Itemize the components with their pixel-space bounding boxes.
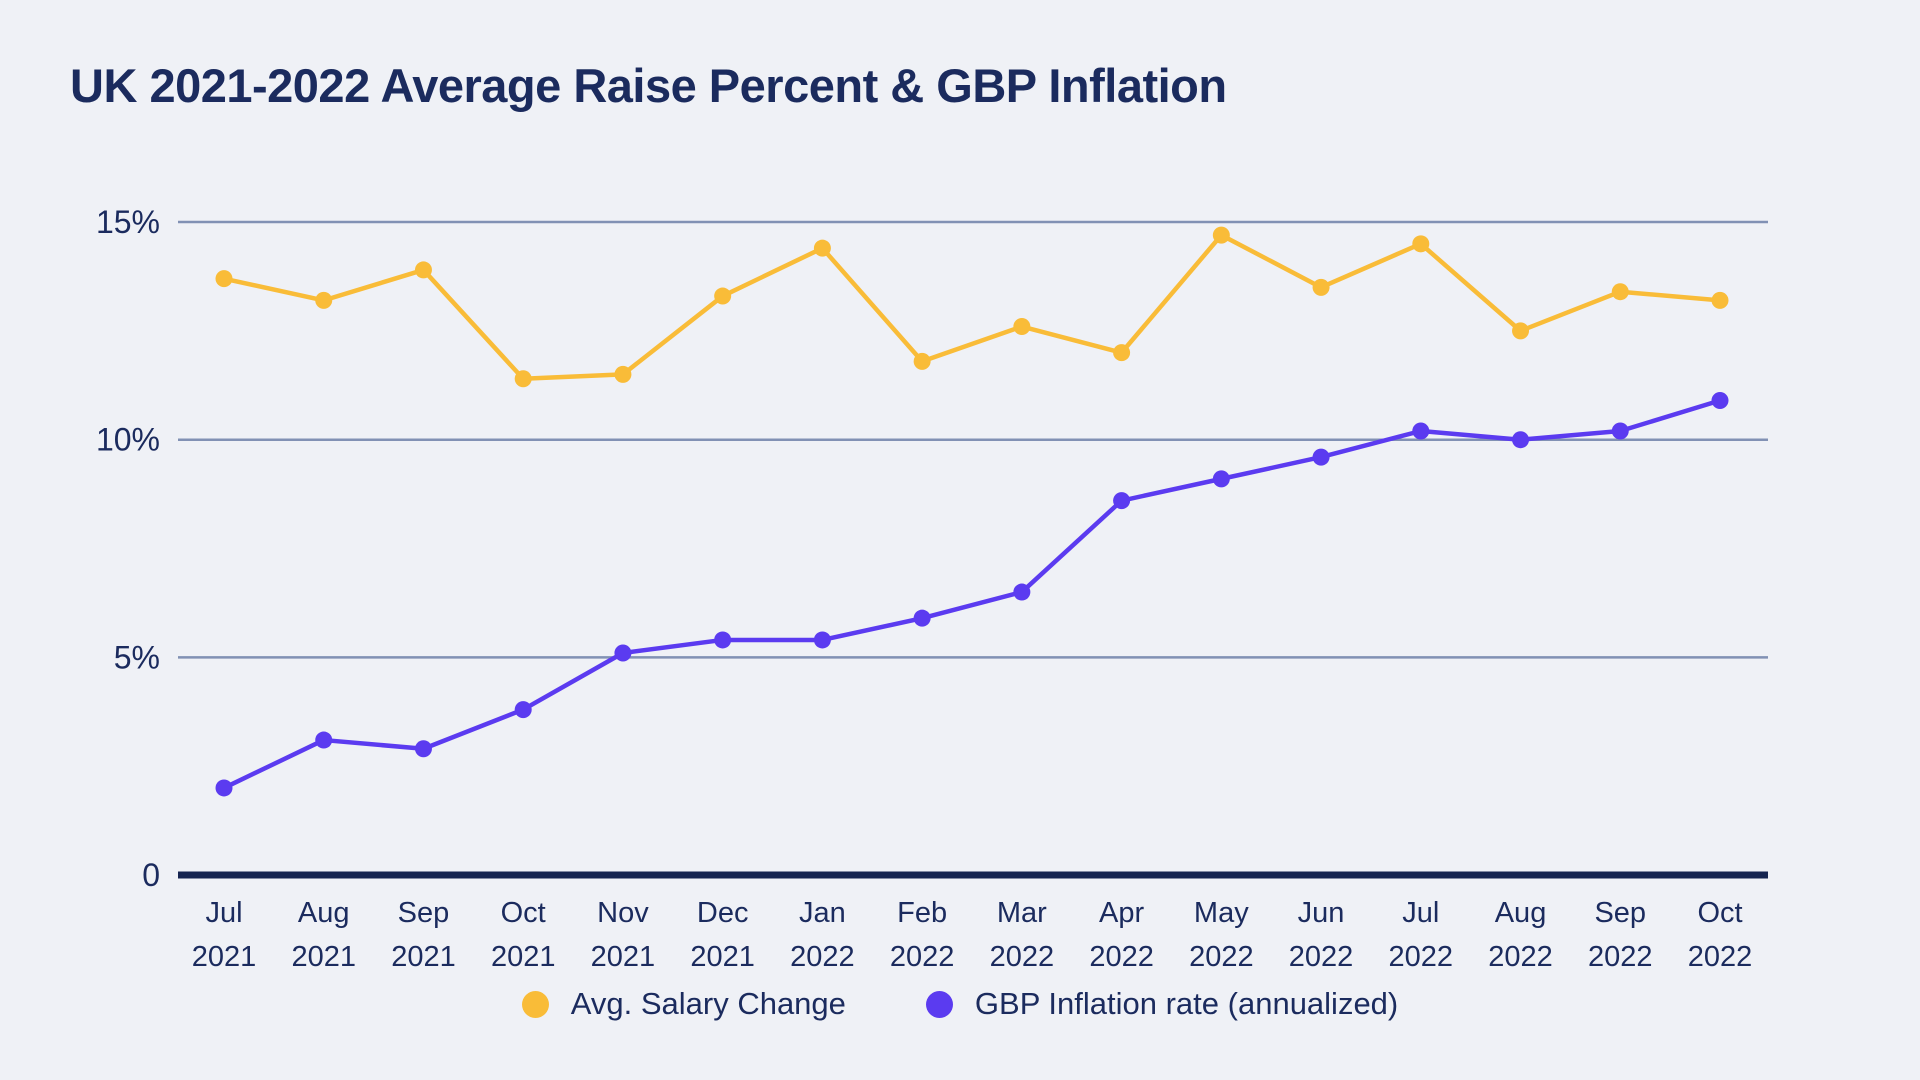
y-tick-label-0pct: 0 bbox=[142, 857, 160, 893]
inflation-point-sep-2021 bbox=[414, 740, 432, 758]
y-tick-label-15pct: 15% bbox=[96, 204, 160, 240]
x-tick-year-apr-2022: 2022 bbox=[1089, 941, 1154, 973]
salary-point-dec-2021 bbox=[714, 287, 732, 305]
salary-legend-label: Avg. Salary Change bbox=[570, 986, 846, 1021]
x-tick-label-mar-2022: Mar bbox=[997, 897, 1047, 929]
salary-point-may-2022 bbox=[1212, 226, 1230, 244]
salary-point-nov-2021 bbox=[614, 365, 632, 383]
x-tick-year-oct-2021: 2021 bbox=[491, 941, 556, 973]
x-tick-label-may-2022: May bbox=[1194, 897, 1249, 929]
x-tick-year-may-2022: 2022 bbox=[1189, 941, 1254, 973]
legend: Avg. Salary Change GBP Inflation rate (a… bbox=[0, 986, 1920, 1022]
x-tick-label-oct-2021: Oct bbox=[501, 897, 546, 929]
x-tick-year-nov-2021: 2021 bbox=[591, 941, 656, 973]
inflation-point-mar-2022 bbox=[1013, 583, 1031, 601]
salary-point-oct-2022 bbox=[1711, 291, 1729, 309]
inflation-point-oct-2022 bbox=[1711, 392, 1729, 410]
inflation-point-jul-2022 bbox=[1412, 422, 1430, 440]
inflation-point-apr-2022 bbox=[1113, 492, 1131, 510]
inflation-point-aug-2022 bbox=[1512, 431, 1530, 449]
inflation-point-aug-2021 bbox=[315, 731, 333, 749]
x-tick-year-mar-2022: 2022 bbox=[990, 941, 1055, 973]
salary-point-jul-2021 bbox=[215, 270, 233, 288]
x-tick-label-oct-2022: Oct bbox=[1697, 897, 1742, 929]
x-tick-label-nov-2021: Nov bbox=[597, 897, 649, 929]
x-tick-year-jul-2022: 2022 bbox=[1389, 941, 1454, 973]
inflation-series-dot-icon bbox=[925, 990, 953, 1018]
salary-line bbox=[221, 232, 1723, 382]
inflation-point-jun-2022 bbox=[1312, 448, 1330, 466]
x-tick-label-jul-2022: Jul bbox=[1402, 897, 1439, 929]
y-tick-label-10pct: 10% bbox=[96, 422, 160, 458]
salary-point-aug-2021 bbox=[315, 291, 333, 309]
legend-item-salary: Avg. Salary Change bbox=[521, 986, 846, 1022]
x-tick-label-dec-2021: Dec bbox=[697, 897, 749, 929]
x-tick-year-oct-2022: 2022 bbox=[1688, 941, 1753, 973]
x-tick-label-aug-2021: Aug bbox=[298, 897, 350, 929]
salary-series-dot-icon bbox=[521, 990, 549, 1018]
salary-point-jan-2022 bbox=[813, 239, 831, 257]
x-tick-label-sep-2022: Sep bbox=[1594, 897, 1646, 929]
inflation-point-jan-2022 bbox=[813, 631, 831, 649]
salary-point-oct-2021 bbox=[514, 370, 532, 388]
x-tick-label-aug-2022: Aug bbox=[1495, 897, 1547, 929]
x-tick-year-jun-2022: 2022 bbox=[1289, 941, 1354, 973]
salary-point-mar-2022 bbox=[1013, 318, 1031, 336]
inflation-point-feb-2022 bbox=[913, 609, 931, 627]
x-tick-label-feb-2022: Feb bbox=[897, 897, 947, 929]
salary-point-aug-2022 bbox=[1512, 322, 1530, 340]
salary-point-jul-2022 bbox=[1412, 235, 1430, 253]
inflation-point-dec-2021 bbox=[714, 631, 732, 649]
x-tick-year-feb-2022: 2022 bbox=[890, 941, 955, 973]
x-tick-label-jun-2022: Jun bbox=[1298, 897, 1345, 929]
x-tick-year-sep-2022: 2022 bbox=[1588, 941, 1653, 973]
x-tick-label-jul-2021: Jul bbox=[205, 897, 242, 929]
x-tick-label-sep-2021: Sep bbox=[398, 897, 450, 929]
x-tick-year-sep-2021: 2021 bbox=[391, 941, 456, 973]
x-tick-year-jul-2021: 2021 bbox=[192, 941, 257, 973]
legend-item-inflation: GBP Inflation rate (annualized) bbox=[925, 986, 1399, 1022]
inflation-point-sep-2022 bbox=[1611, 422, 1629, 440]
x-tick-label-jan-2022: Jan bbox=[799, 897, 846, 929]
inflation-point-nov-2021 bbox=[614, 644, 632, 662]
x-tick-label-apr-2022: Apr bbox=[1099, 897, 1144, 929]
x-tick-year-jan-2022: 2022 bbox=[790, 941, 855, 973]
x-tick-year-aug-2022: 2022 bbox=[1488, 941, 1553, 973]
inflation-point-jul-2021 bbox=[215, 779, 233, 797]
inflation-line bbox=[221, 398, 1723, 791]
y-tick-label-5pct: 5% bbox=[114, 639, 160, 675]
x-tick-year-aug-2021: 2021 bbox=[291, 941, 356, 973]
inflation-point-may-2022 bbox=[1212, 470, 1230, 488]
salary-point-sep-2022 bbox=[1611, 283, 1629, 301]
salary-point-jun-2022 bbox=[1312, 278, 1330, 296]
inflation-point-oct-2021 bbox=[514, 701, 532, 719]
inflation-legend-label: GBP Inflation rate (annualized) bbox=[974, 986, 1399, 1021]
salary-point-sep-2021 bbox=[414, 261, 432, 279]
salary-point-feb-2022 bbox=[913, 352, 931, 370]
salary-point-apr-2022 bbox=[1113, 344, 1131, 362]
chart-title: UK 2021-2022 Average Raise Percent & GBP… bbox=[70, 59, 1227, 112]
x-tick-year-dec-2021: 2021 bbox=[690, 941, 755, 973]
